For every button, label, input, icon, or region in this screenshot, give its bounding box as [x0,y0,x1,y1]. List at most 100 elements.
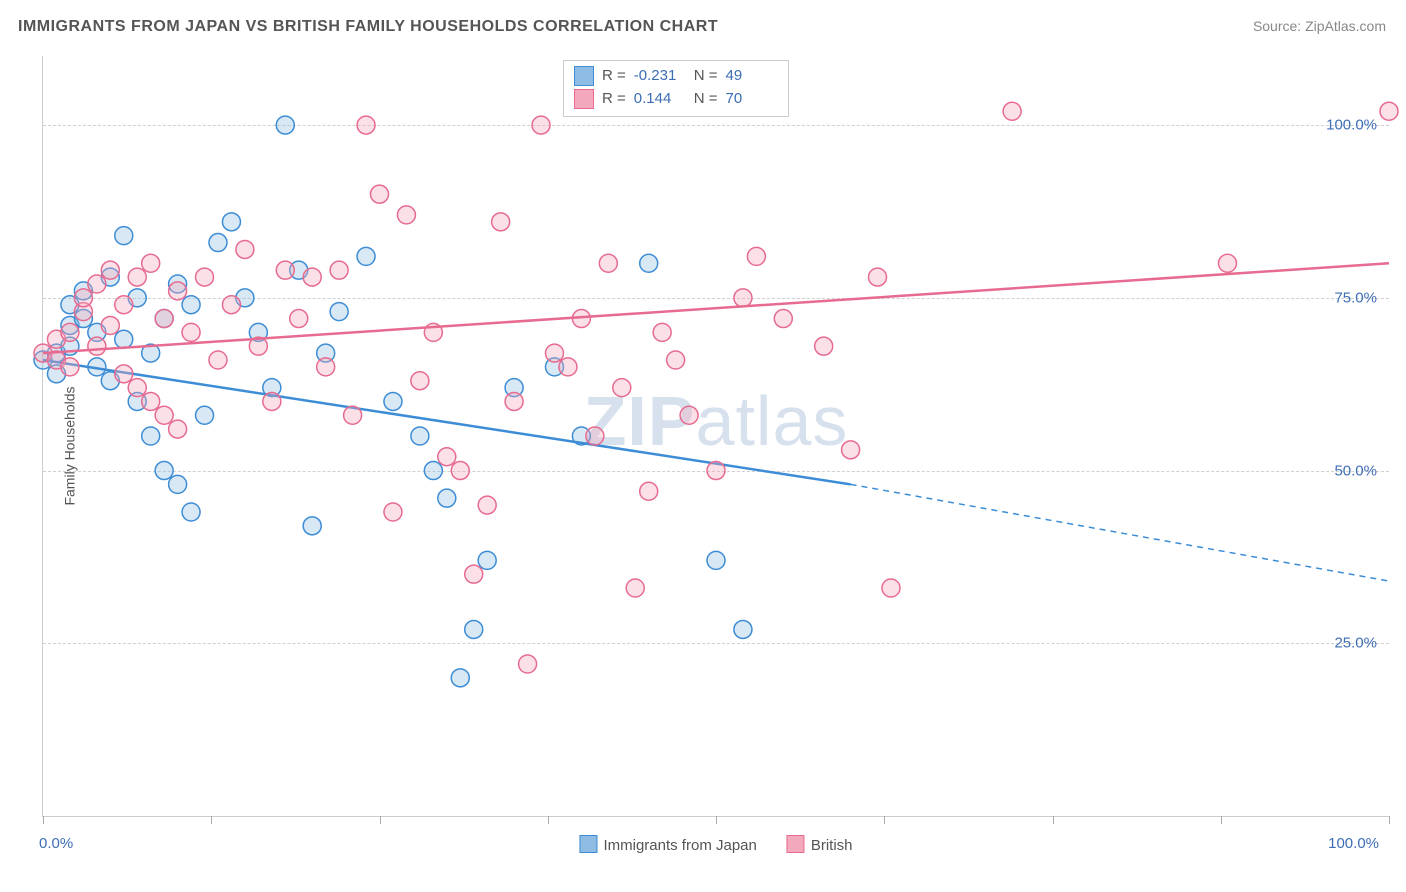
data-point [182,503,200,521]
x-tick [43,816,44,824]
data-point [74,289,92,307]
x-tick [211,816,212,824]
data-point [1218,254,1236,272]
data-point [667,351,685,369]
data-point [88,275,106,293]
data-point [707,551,725,569]
data-point [142,392,160,410]
data-point [626,579,644,597]
data-point [196,268,214,286]
data-point [397,206,415,224]
r-label: R = [602,88,626,111]
data-point [734,620,752,638]
x-tick [716,816,717,824]
data-point [1380,102,1398,120]
data-point [559,358,577,376]
data-point [357,247,375,265]
data-point [155,406,173,424]
data-point [532,116,550,134]
data-point [545,344,563,362]
data-point [169,282,187,300]
data-point [613,379,631,397]
data-point [842,441,860,459]
data-point [640,482,658,500]
data-point [478,551,496,569]
x-tick [1389,816,1390,824]
data-point [155,462,173,480]
data-point [169,475,187,493]
data-point [640,254,658,272]
n-value: 49 [726,65,778,88]
trend-line [43,263,1389,353]
data-point [182,296,200,314]
data-point [451,462,469,480]
data-point [492,213,510,231]
data-point [384,392,402,410]
data-point [142,427,160,445]
legend-swatch [574,89,594,109]
stats-legend-row: R =0.144N =70 [574,88,778,111]
legend-item: British [787,835,853,854]
legend-label: Immigrants from Japan [603,837,756,854]
data-point [465,620,483,638]
data-point [519,655,537,673]
series-legend: Immigrants from Japan British [579,835,852,854]
x-tick [884,816,885,824]
r-value: 0.144 [634,88,686,111]
n-label: N = [694,88,718,111]
x-tick [380,816,381,824]
x-axis-min-label: 0.0% [39,835,73,852]
data-point [465,565,483,583]
data-point [222,296,240,314]
n-label: N = [694,65,718,88]
data-point [169,420,187,438]
data-point [599,254,617,272]
plot-area: 25.0%50.0%75.0%100.0% ZIPatlas R =-0.231… [42,56,1389,817]
data-point [505,392,523,410]
data-point [263,392,281,410]
data-point [142,254,160,272]
data-point [115,330,133,348]
trend-line-extrapolated [851,484,1389,581]
stats-legend: R =-0.231N =49R =0.144N =70 [563,60,789,117]
data-point [61,358,79,376]
data-point [747,247,765,265]
data-point [88,337,106,355]
x-tick [548,816,549,824]
source-attribution: Source: ZipAtlas.com [1253,18,1386,34]
data-point [236,240,254,258]
data-point [101,316,119,334]
data-point [451,669,469,687]
data-point [61,323,79,341]
data-point [478,496,496,514]
data-point [115,227,133,245]
data-point [115,296,133,314]
data-point [290,310,308,328]
data-point [128,268,146,286]
data-point [653,323,671,341]
legend-item: Immigrants from Japan [579,835,756,854]
data-point [330,303,348,321]
x-tick [1053,816,1054,824]
legend-swatch [787,835,805,853]
data-point [330,261,348,279]
data-point [209,234,227,252]
data-point [276,261,294,279]
data-point [1003,102,1021,120]
data-point [438,448,456,466]
data-point [815,337,833,355]
data-point [101,261,119,279]
data-point [222,213,240,231]
chart-container: IMMIGRANTS FROM JAPAN VS BRITISH FAMILY … [0,0,1406,892]
data-point [384,503,402,521]
r-label: R = [602,65,626,88]
data-point [303,517,321,535]
data-point [411,427,429,445]
legend-swatch [574,66,594,86]
data-point [411,372,429,390]
data-point [344,406,362,424]
data-point [371,185,389,203]
data-point [707,462,725,480]
data-point [303,268,321,286]
r-value: -0.231 [634,65,686,88]
